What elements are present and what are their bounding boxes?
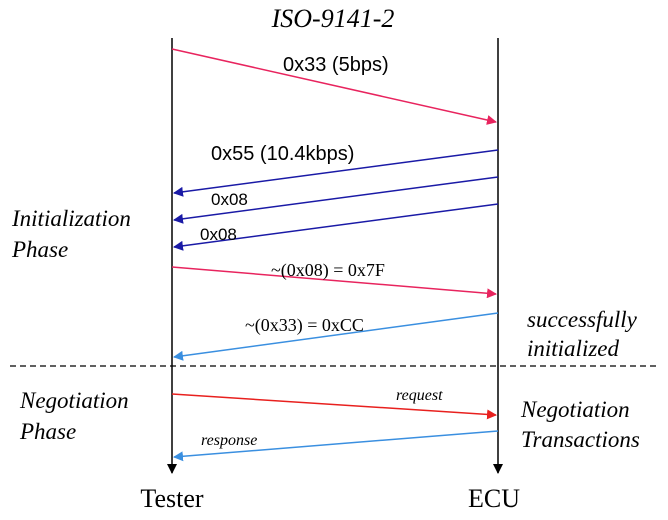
message-label-0x33: 0x33 (5bps) — [283, 54, 389, 76]
message-arrow-0x55 — [173, 149, 499, 197]
message-label-0x55: 0x55 (10.4kbps) — [211, 143, 354, 165]
message-label-0x08-a: 0x08 — [211, 190, 248, 209]
tester-label: Tester — [140, 484, 203, 513]
message-label-0xcc: ~(0x33) = 0xCC — [245, 315, 364, 336]
message-arrow-0x08-b — [173, 203, 499, 251]
transactions-note-line2: Transactions — [521, 427, 640, 452]
message-label-response: response — [201, 432, 257, 449]
diagram-title: ISO-9141-2 — [271, 4, 395, 33]
success-note-line2: initialized — [527, 336, 620, 361]
message-label-request: request — [396, 387, 443, 404]
message-arrow-0x33 — [171, 48, 497, 125]
negotiation-phase-line1: Negotiation — [19, 388, 129, 413]
transactions-note-line1: Negotiation — [520, 397, 630, 422]
message-label-0x08-b: 0x08 — [200, 225, 237, 244]
success-note-line1: successfully — [527, 307, 638, 332]
initialization-phase-line1: Initialization — [11, 206, 131, 231]
ecu-label: ECU — [468, 484, 520, 513]
message-arrow-0xcc — [173, 312, 499, 361]
message-arrow-0x7f — [171, 266, 497, 299]
initialization-phase-line2: Phase — [11, 237, 68, 262]
message-arrow-request — [171, 393, 497, 420]
message-arrow-0x08-a — [173, 176, 499, 224]
negotiation-phase-line2: Phase — [19, 419, 76, 444]
message-label-0x7f: ~(0x08) = 0x7F — [271, 260, 385, 281]
message-arrow-response — [173, 430, 499, 462]
